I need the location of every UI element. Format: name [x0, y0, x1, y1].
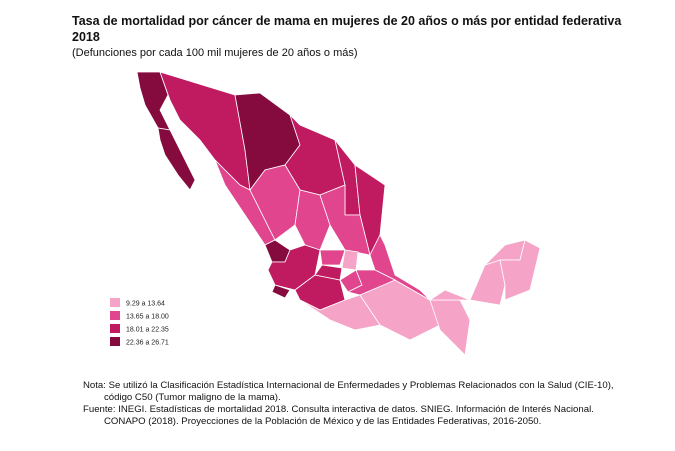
- state: [341, 249, 359, 271]
- state: [319, 249, 346, 266]
- state: [159, 71, 251, 191]
- state: [469, 259, 506, 306]
- state: [429, 299, 471, 356]
- subtitle: (Defunciones por cada 100 mil mujeres de…: [72, 47, 358, 59]
- note-line: código C50 (Tumor maligno de la mama).: [104, 392, 281, 403]
- title-year: 2018: [72, 30, 100, 44]
- state: [271, 284, 291, 299]
- legend-swatch: [110, 324, 120, 333]
- state: [499, 239, 541, 301]
- legend-label: 18.01 a 22.35: [126, 327, 169, 334]
- state: [346, 269, 396, 296]
- state: [319, 184, 371, 256]
- legend: 9.29 a 13.64 13.65 a 18.00 18.01 a 22.35 22…: [110, 298, 169, 347]
- note-line: CONAPO (2018). Proyecciones de la Poblac…: [104, 416, 542, 427]
- legend-label: 9.29 a 13.64: [126, 301, 165, 308]
- legend-swatch: [110, 311, 120, 320]
- note-line: Nota: Se utilizó la Clasificación Estadí…: [83, 380, 614, 391]
- title: Tasa de mortalidad por cáncer de mama en…: [72, 14, 622, 28]
- legend-label: 22.36 a 26.71: [126, 340, 169, 347]
- state: [267, 244, 321, 291]
- state: [428, 289, 471, 301]
- legend-label: 13.65 a 18.00: [126, 314, 169, 321]
- state: [157, 127, 196, 191]
- legend-swatch: [110, 298, 120, 307]
- legend-swatch: [110, 337, 120, 346]
- note-line: Fuente: INEGI. Estadísticas de mortalida…: [83, 404, 594, 415]
